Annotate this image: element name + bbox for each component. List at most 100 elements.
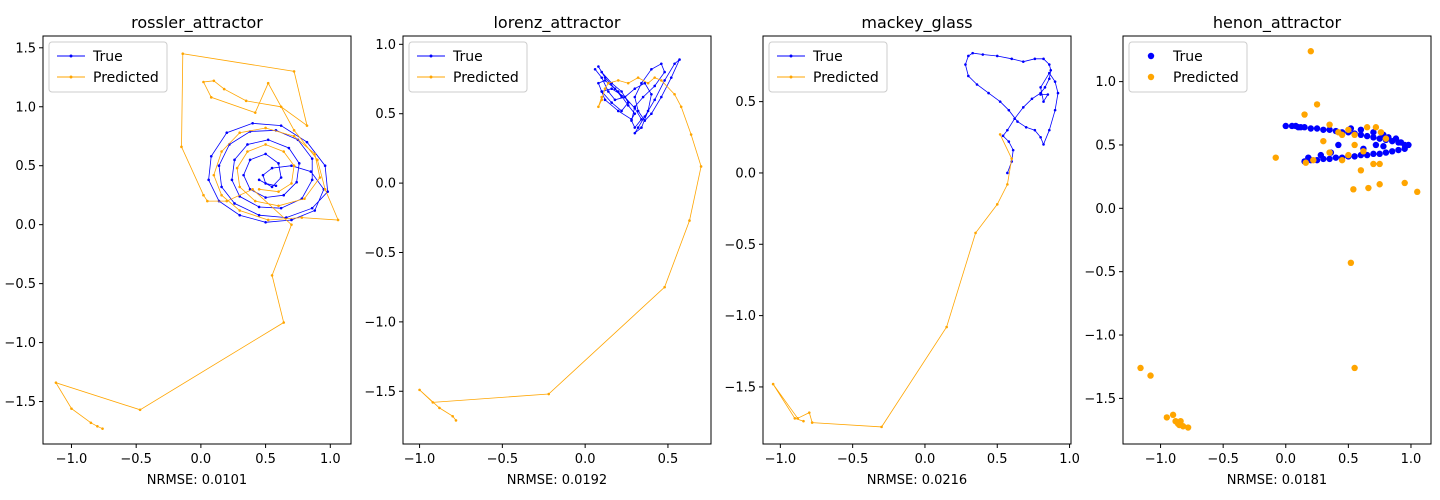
data-point [313,209,317,212]
data-point [251,187,254,191]
data-point [438,406,441,410]
data-point [1184,424,1192,431]
data-point [290,218,293,222]
data-point [663,70,666,74]
data-point [1351,364,1358,372]
data-point [180,145,183,149]
data-point [1297,124,1304,131]
data-point [613,98,617,102]
data-point [1370,160,1377,168]
x-tick-label: −1.0 [56,452,88,467]
data-point [270,274,274,277]
data-point [270,166,274,170]
y-tick-label: 0.5 [1095,138,1116,153]
legend-label: Predicted [93,70,159,86]
data-point [633,112,637,116]
data-point [279,176,283,179]
data-point [964,63,967,66]
data-point [689,133,693,136]
data-point [663,285,666,289]
data-point [971,51,974,55]
legend-label: Predicted [813,70,879,86]
data-point [1272,154,1279,161]
data-point [1338,156,1346,164]
data-point [1414,188,1421,196]
data-point [1370,150,1377,158]
x-tick-label: 1.0 [1059,452,1080,467]
chart-title: lorenz_attractor [493,13,620,33]
data-point [323,187,327,191]
data-point [282,321,286,324]
chart-title: mackey_glass [861,13,972,33]
data-point [212,173,216,177]
data-point [225,199,229,203]
data-point [1010,57,1014,61]
data-point [138,408,142,412]
data-point [1365,184,1372,192]
data-point [967,54,970,58]
data-point [643,81,647,85]
legend-marker [1147,73,1155,81]
data-point [1039,86,1042,89]
x-tick-label: 1.0 [320,452,341,467]
data-point [70,407,73,410]
data-point [266,81,270,85]
data-point [636,109,640,113]
data-point [1350,186,1357,193]
y-tick-label: 0.0 [375,177,396,192]
data-point [1357,126,1365,133]
data-point [1370,129,1377,136]
data-point [1326,121,1333,128]
y-tick-label: −1.0 [4,336,36,351]
data-point [1033,57,1037,61]
data-point [282,150,286,153]
y-tick-label: 0.5 [735,95,756,110]
data-point [222,87,226,91]
data-point [646,81,650,85]
data-point [300,216,304,219]
data-point [1039,93,1042,96]
y-tick-label: −1.0 [364,315,396,330]
data-point [1392,135,1400,142]
data-point [633,131,637,135]
data-point [623,95,627,99]
chart-title: rossler_attractor [131,13,263,33]
data-point [1401,145,1408,152]
data-point [292,164,296,168]
data-point [679,105,683,109]
x-tick-label: −1.0 [1145,452,1177,467]
data-point [1177,417,1184,425]
data-point [1307,125,1315,132]
y-tick-label: −1.5 [1084,392,1116,407]
data-point [1320,137,1327,145]
data-point [318,176,322,179]
data-point [248,158,252,162]
data-point [251,121,254,125]
data-point [1382,135,1390,142]
data-point [309,170,313,173]
data-point [238,131,242,134]
data-point [603,87,607,91]
series-predicted [1137,48,1421,431]
data-point [246,150,249,153]
data-point [1179,423,1187,430]
series-predicted [418,76,703,422]
data-point [277,204,280,208]
data-point [880,425,883,429]
legend-marker [429,54,433,58]
legend-marker [789,75,793,79]
data-point [660,79,663,82]
data-point [987,91,990,95]
data-point [1351,141,1358,149]
data-point [282,193,286,197]
data-point [626,104,630,107]
data-point [998,133,1002,136]
data-point [1397,139,1405,146]
data-point [292,134,296,138]
data-point [220,150,223,153]
data-point [242,173,245,177]
data-point [1380,143,1387,150]
data-point [793,417,797,420]
data-point [1021,60,1025,63]
data-point [257,213,261,217]
